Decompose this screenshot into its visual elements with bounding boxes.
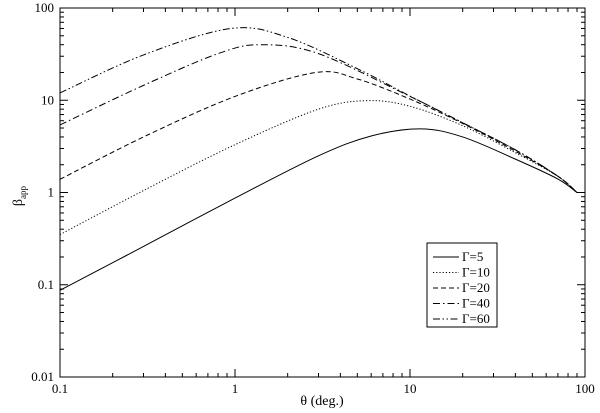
x-tick-label: 10 [404,381,417,396]
legend-entries: Γ=5Γ=10Γ=20Γ=40Γ=60 [433,249,490,326]
series-line-gamma-5 [59,128,578,291]
series-line-gamma-40 [59,44,578,193]
y-tick-label: 10 [41,92,54,107]
legend-label-gamma-20: Γ=20 [462,280,490,295]
y-tick-label: 1 [48,185,55,200]
y-tick-label: 100 [35,0,55,15]
svg-text:βapp: βapp [11,185,28,206]
y-tick-label: 0.01 [31,369,54,384]
series-curves [59,27,578,291]
x-tick-label: 1 [232,381,239,396]
series-line-gamma-20 [59,71,578,193]
legend-label-gamma-60: Γ=60 [462,311,490,326]
x-axis-label: θ (deg.) [300,394,344,409]
y-axis-label-main: β [11,199,26,206]
legend-label-gamma-10: Γ=10 [462,265,490,280]
y-tick-label: 0.1 [38,277,54,292]
legend: Γ=5Γ=10Γ=20Γ=40Γ=60 [426,242,498,328]
legend-label-gamma-40: Γ=40 [462,296,490,311]
x-tick-label: 100 [575,381,595,396]
x-tick-label: 0.1 [52,381,68,396]
plot-frame [59,7,586,378]
series-line-gamma-10 [59,100,578,236]
y-axis-label-subscript: app [18,185,28,198]
y-axis-label: βapp [11,185,28,206]
legend-label-gamma-5: Γ=5 [462,249,483,264]
series-line-gamma-60 [59,27,578,193]
